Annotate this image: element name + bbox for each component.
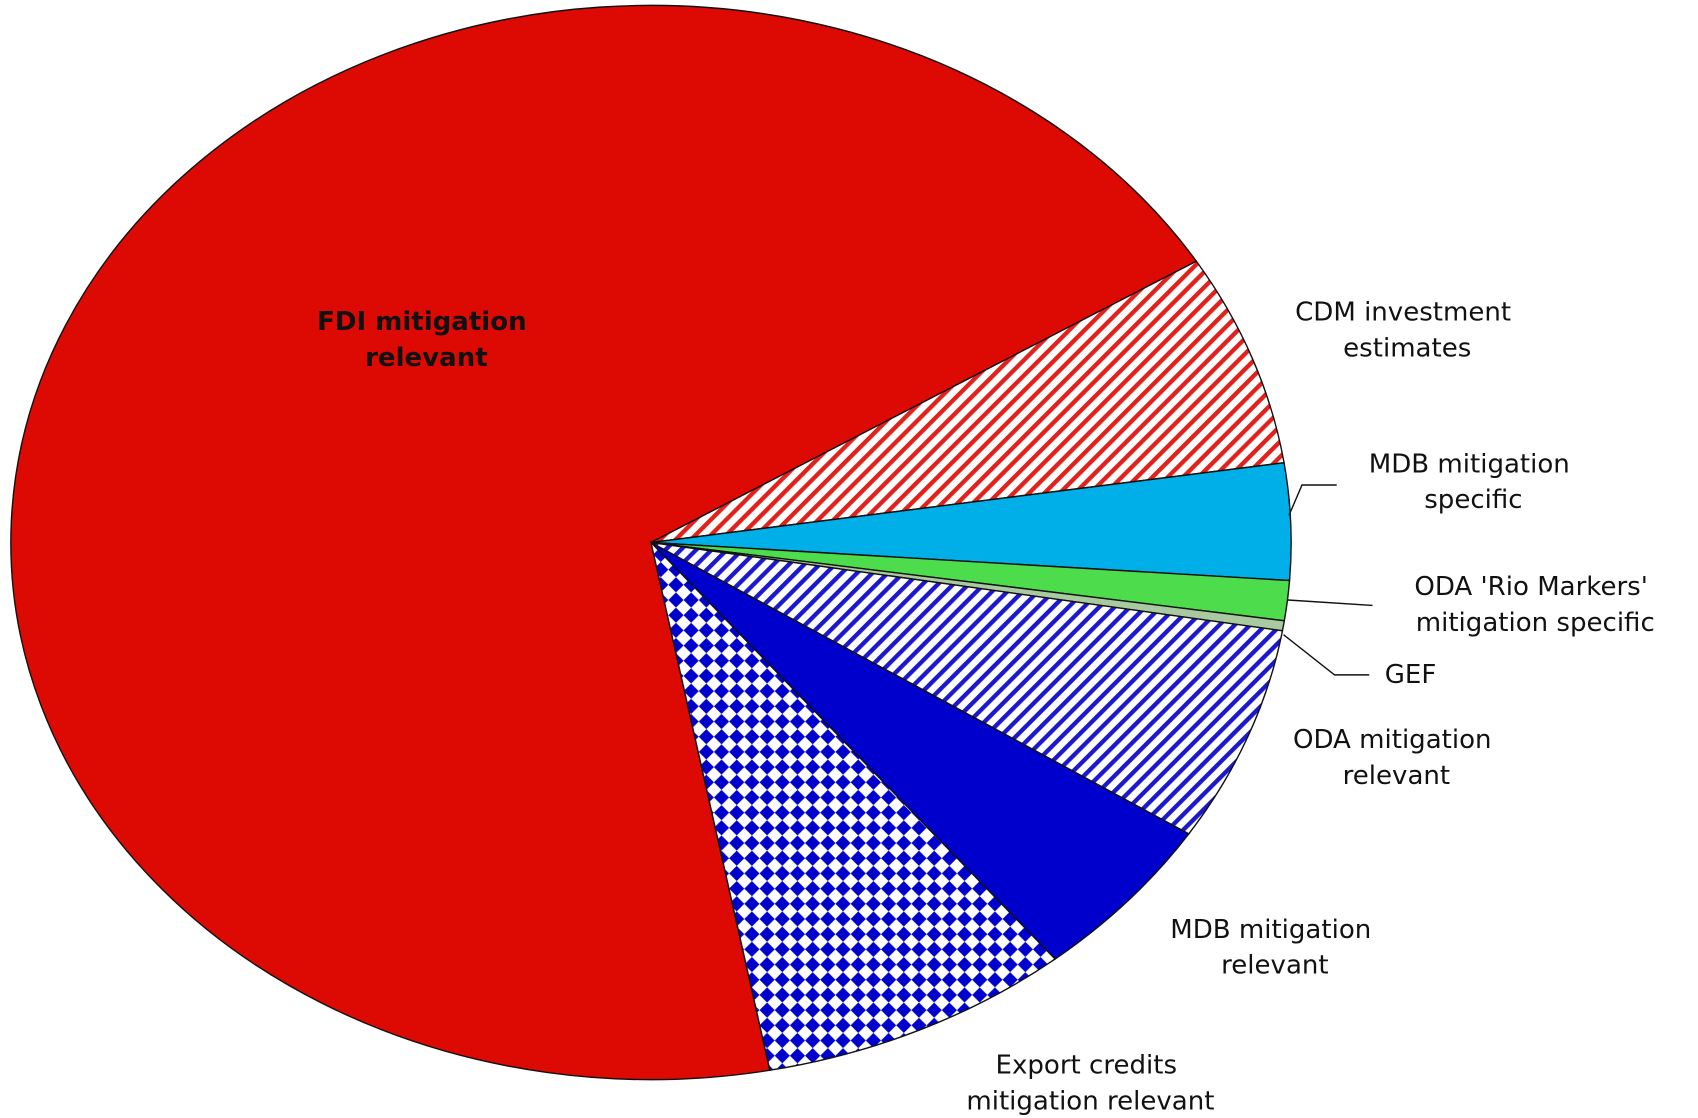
slice-label: ODA 'Rio Markers' mitigation specific [1414,571,1656,637]
pie-slice [650,541,1284,835]
leader-line [1288,484,1337,516]
pie-slice [10,4,1198,1081]
slice-label: Export credits mitigation relevant [966,1050,1214,1116]
pie-slice [650,260,1285,544]
slice-label: FDI mitigation relevant [317,307,536,373]
pie-slice [650,541,1190,960]
leader-line [1283,634,1370,676]
plot: FDI mitigation relevant CDM investment es… [10,4,1656,1116]
pie-slice [649,540,1057,1072]
slice-label: ODA mitigation relevant [1293,724,1500,790]
leader-line [1287,599,1373,607]
slice-label: CDM investment estimates [1295,297,1519,363]
slice-label: MDB mitigation relevant [1170,914,1379,980]
slice-label: MDB mitigation specific [1369,449,1578,515]
slice-label: GEF [1385,659,1437,689]
